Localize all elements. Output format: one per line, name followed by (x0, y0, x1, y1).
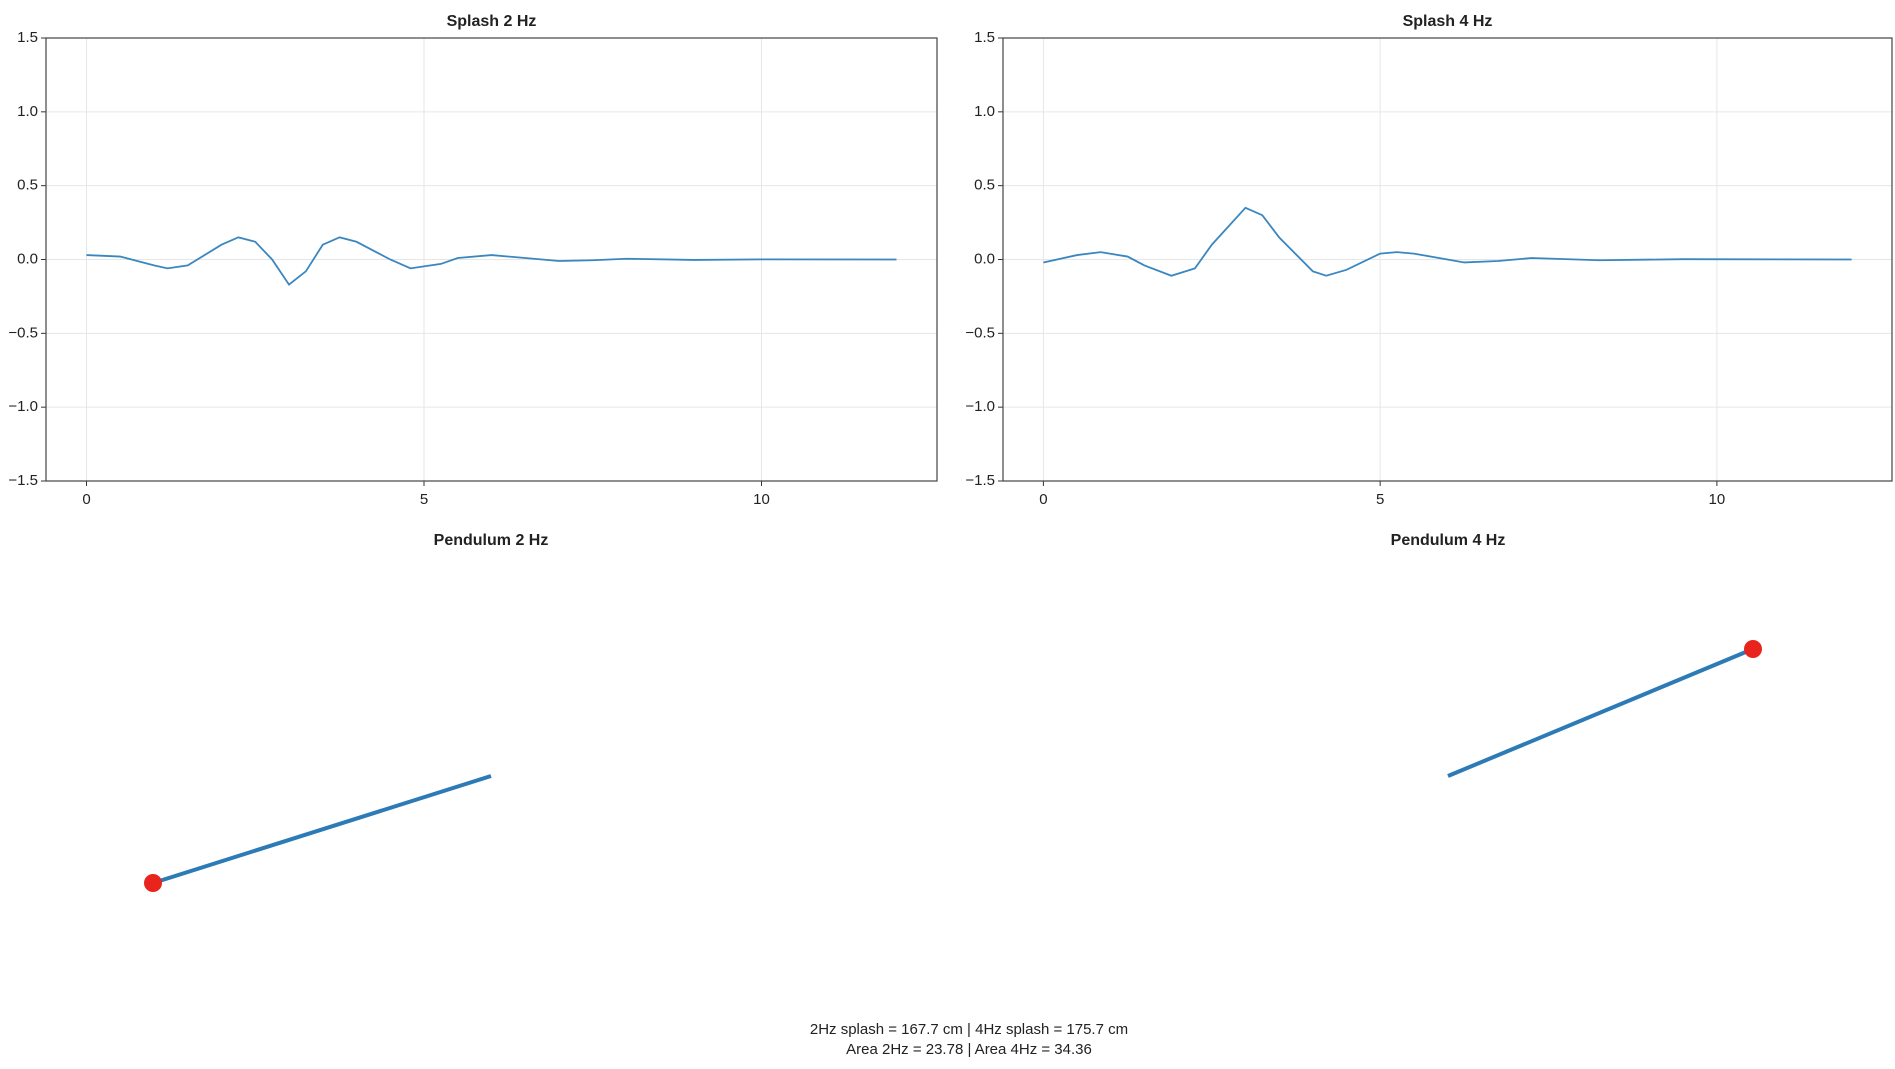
plot-frame (45, 37, 938, 482)
x-tick-label: 0 (82, 491, 90, 508)
y-tick-label: 0.0 (17, 250, 38, 267)
y-tick-label: 0.0 (974, 250, 995, 267)
pendulum-bob (1744, 640, 1762, 658)
plot-frame (1002, 37, 1893, 482)
x-tick-label: 5 (1376, 491, 1384, 508)
caption-line: Area 2Hz = 23.78 | Area 4Hz = 34.36 (846, 1041, 1092, 1058)
pendulum-bob (144, 874, 162, 892)
pendulum-rod (1447, 647, 1754, 778)
data-line (86, 236, 897, 286)
x-tick-label: 10 (1709, 491, 1726, 508)
y-tick-label: 1.0 (974, 103, 995, 120)
y-tick-label: 1.0 (17, 103, 38, 120)
x-tick-label: 5 (420, 491, 428, 508)
chart-title: Splash 2 Hz (447, 13, 537, 30)
x-tick-label: 0 (1039, 491, 1047, 508)
chart-title: Splash 4 Hz (1403, 13, 1493, 30)
y-tick-label: −1.0 (965, 398, 995, 415)
y-tick-label: 1.5 (974, 29, 995, 46)
y-tick-label: 1.5 (17, 29, 38, 46)
y-tick-label: −1.5 (965, 472, 995, 489)
pendulum-title: Pendulum 4 Hz (1391, 532, 1506, 549)
y-tick-label: −1.5 (8, 472, 38, 489)
y-tick-label: −0.5 (965, 324, 995, 341)
y-tick-label: 0.5 (974, 177, 995, 194)
data-line (1043, 206, 1852, 277)
pendulum-title: Pendulum 2 Hz (434, 532, 549, 549)
caption-line: 2Hz splash = 167.7 cm | 4Hz splash = 175… (810, 1021, 1128, 1038)
pendulum-rod (152, 774, 492, 885)
y-tick-label: 0.5 (17, 177, 38, 194)
y-tick-label: −0.5 (8, 324, 38, 341)
y-tick-label: −1.0 (8, 398, 38, 415)
x-tick-label: 10 (753, 491, 770, 508)
